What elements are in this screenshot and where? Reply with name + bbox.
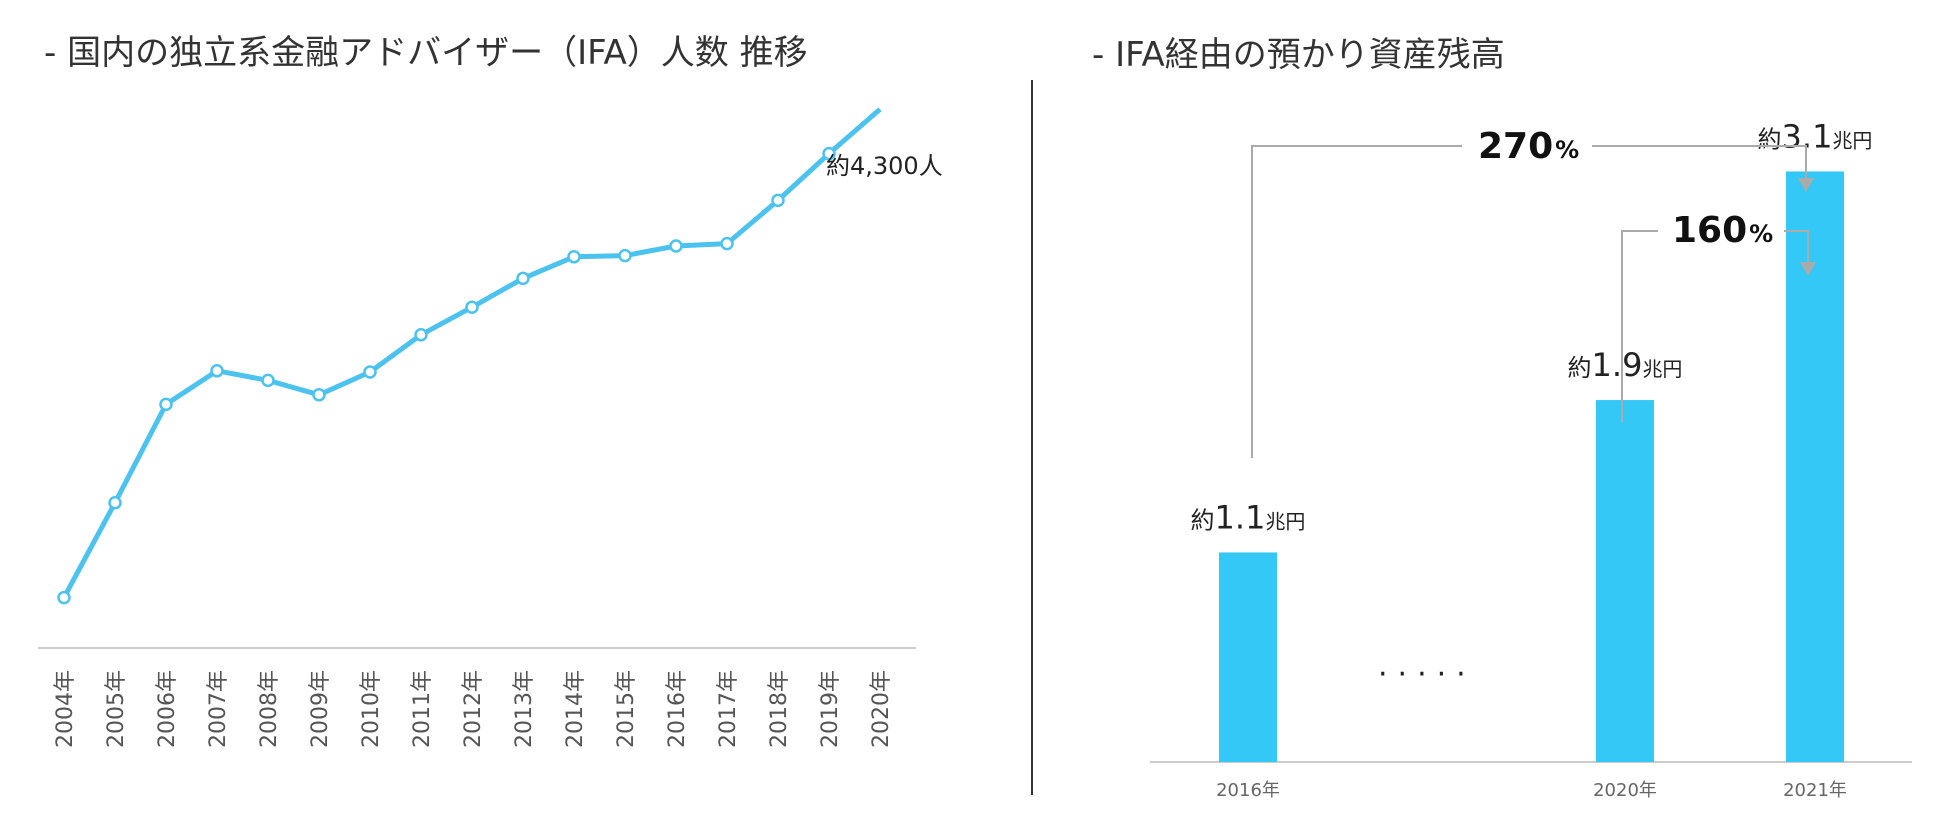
line-x-tick-label: 2015年 [614,670,639,748]
growth-label-160: 160% [1672,210,1773,251]
bar-value-label: 約1.1兆円 [1191,498,1306,536]
line-point [108,496,122,510]
line-point [771,193,785,208]
bar-chart-title: - IFA経由の預かり資産残高 [1092,35,1505,75]
bar-value-label: 約3.1兆円 [1758,117,1873,155]
line-x-tick-label: 2004年 [53,670,78,748]
line-x-tick-label: 2010年 [359,670,384,748]
growth-270-number: 270 [1478,126,1553,167]
line-point [261,373,275,388]
growth-bracket-160-right [1784,230,1809,262]
growth-arrow-270-icon [1798,178,1814,192]
line-x-tick-label: 2020年 [869,670,894,748]
line-x-tick-label: 2011年 [410,670,435,748]
growth-bracket-270-right [1592,145,1807,178]
line-point [720,236,734,251]
line-end-label: 約4,300人 [826,152,943,180]
line-point [618,248,632,263]
line-x-tick-label: 2019年 [818,670,843,748]
line-point [57,590,71,605]
bar-x-tick-label: 2021年 [1783,780,1847,801]
line-x-tick-label: 2017年 [716,670,741,748]
line-x-tick-label: 2014年 [563,670,588,748]
line-point [567,250,581,264]
line-point [210,364,224,378]
line-point [669,239,683,253]
line-series-ifa-count [61,107,882,599]
bar-x-tick-label: 2020年 [1593,780,1657,801]
bar-chart-bars [1219,171,1844,762]
bar-chart-x-ticks: 2016年 2020年 2021年 [1216,780,1847,801]
growth-bracket-160-left [1621,230,1658,422]
bar [1786,171,1844,762]
growth-arrow-160-icon [1800,262,1816,276]
line-x-tick-label: 2005年 [104,670,129,748]
line-point [363,365,377,379]
line-x-tick-label: 2008年 [257,670,282,748]
line-x-tick-label: 2006年 [155,670,180,748]
line-x-tick-label: 2018年 [767,670,792,748]
line-point [414,328,428,342]
line-point [465,300,479,314]
line-point [159,397,173,412]
growth-160-number: 160 [1672,210,1747,251]
bar-value-label: 約1.9兆円 [1568,346,1683,384]
line-point [516,271,530,286]
bar-chart-ellipsis: ····· [1378,657,1476,692]
line-chart-x-ticks: 2004年 2005年 2006年 2007年 2008年 2009年 2010年 2011年… [53,670,894,748]
line-x-tick-label: 2013年 [512,670,537,748]
line-chart-points [57,146,836,605]
line-x-tick-label: 2007年 [206,670,231,748]
growth-160-unit: % [1749,220,1773,248]
line-x-tick-label: 2012年 [461,670,486,748]
bar-x-tick-label: 2016年 [1216,780,1280,801]
growth-bracket-270-left [1251,145,1462,458]
bar [1219,552,1277,762]
bar-chart-value-labels: 約1.1兆円 約1.9兆円 約3.1兆円 [1191,117,1873,536]
line-chart-title: - 国内の独立系金融アドバイザー（IFA）人数 推移 [44,33,808,73]
line-point [312,388,326,402]
growth-annotation-270: 270% [1251,126,1814,458]
line-x-tick-label: 2009年 [308,670,333,748]
line-x-tick-label: 2016年 [665,670,690,748]
bar [1596,400,1654,762]
growth-label-270: 270% [1478,126,1579,167]
growth-270-unit: % [1555,136,1579,164]
line-point [822,146,836,161]
growth-annotation-160: 160% [1621,210,1816,422]
